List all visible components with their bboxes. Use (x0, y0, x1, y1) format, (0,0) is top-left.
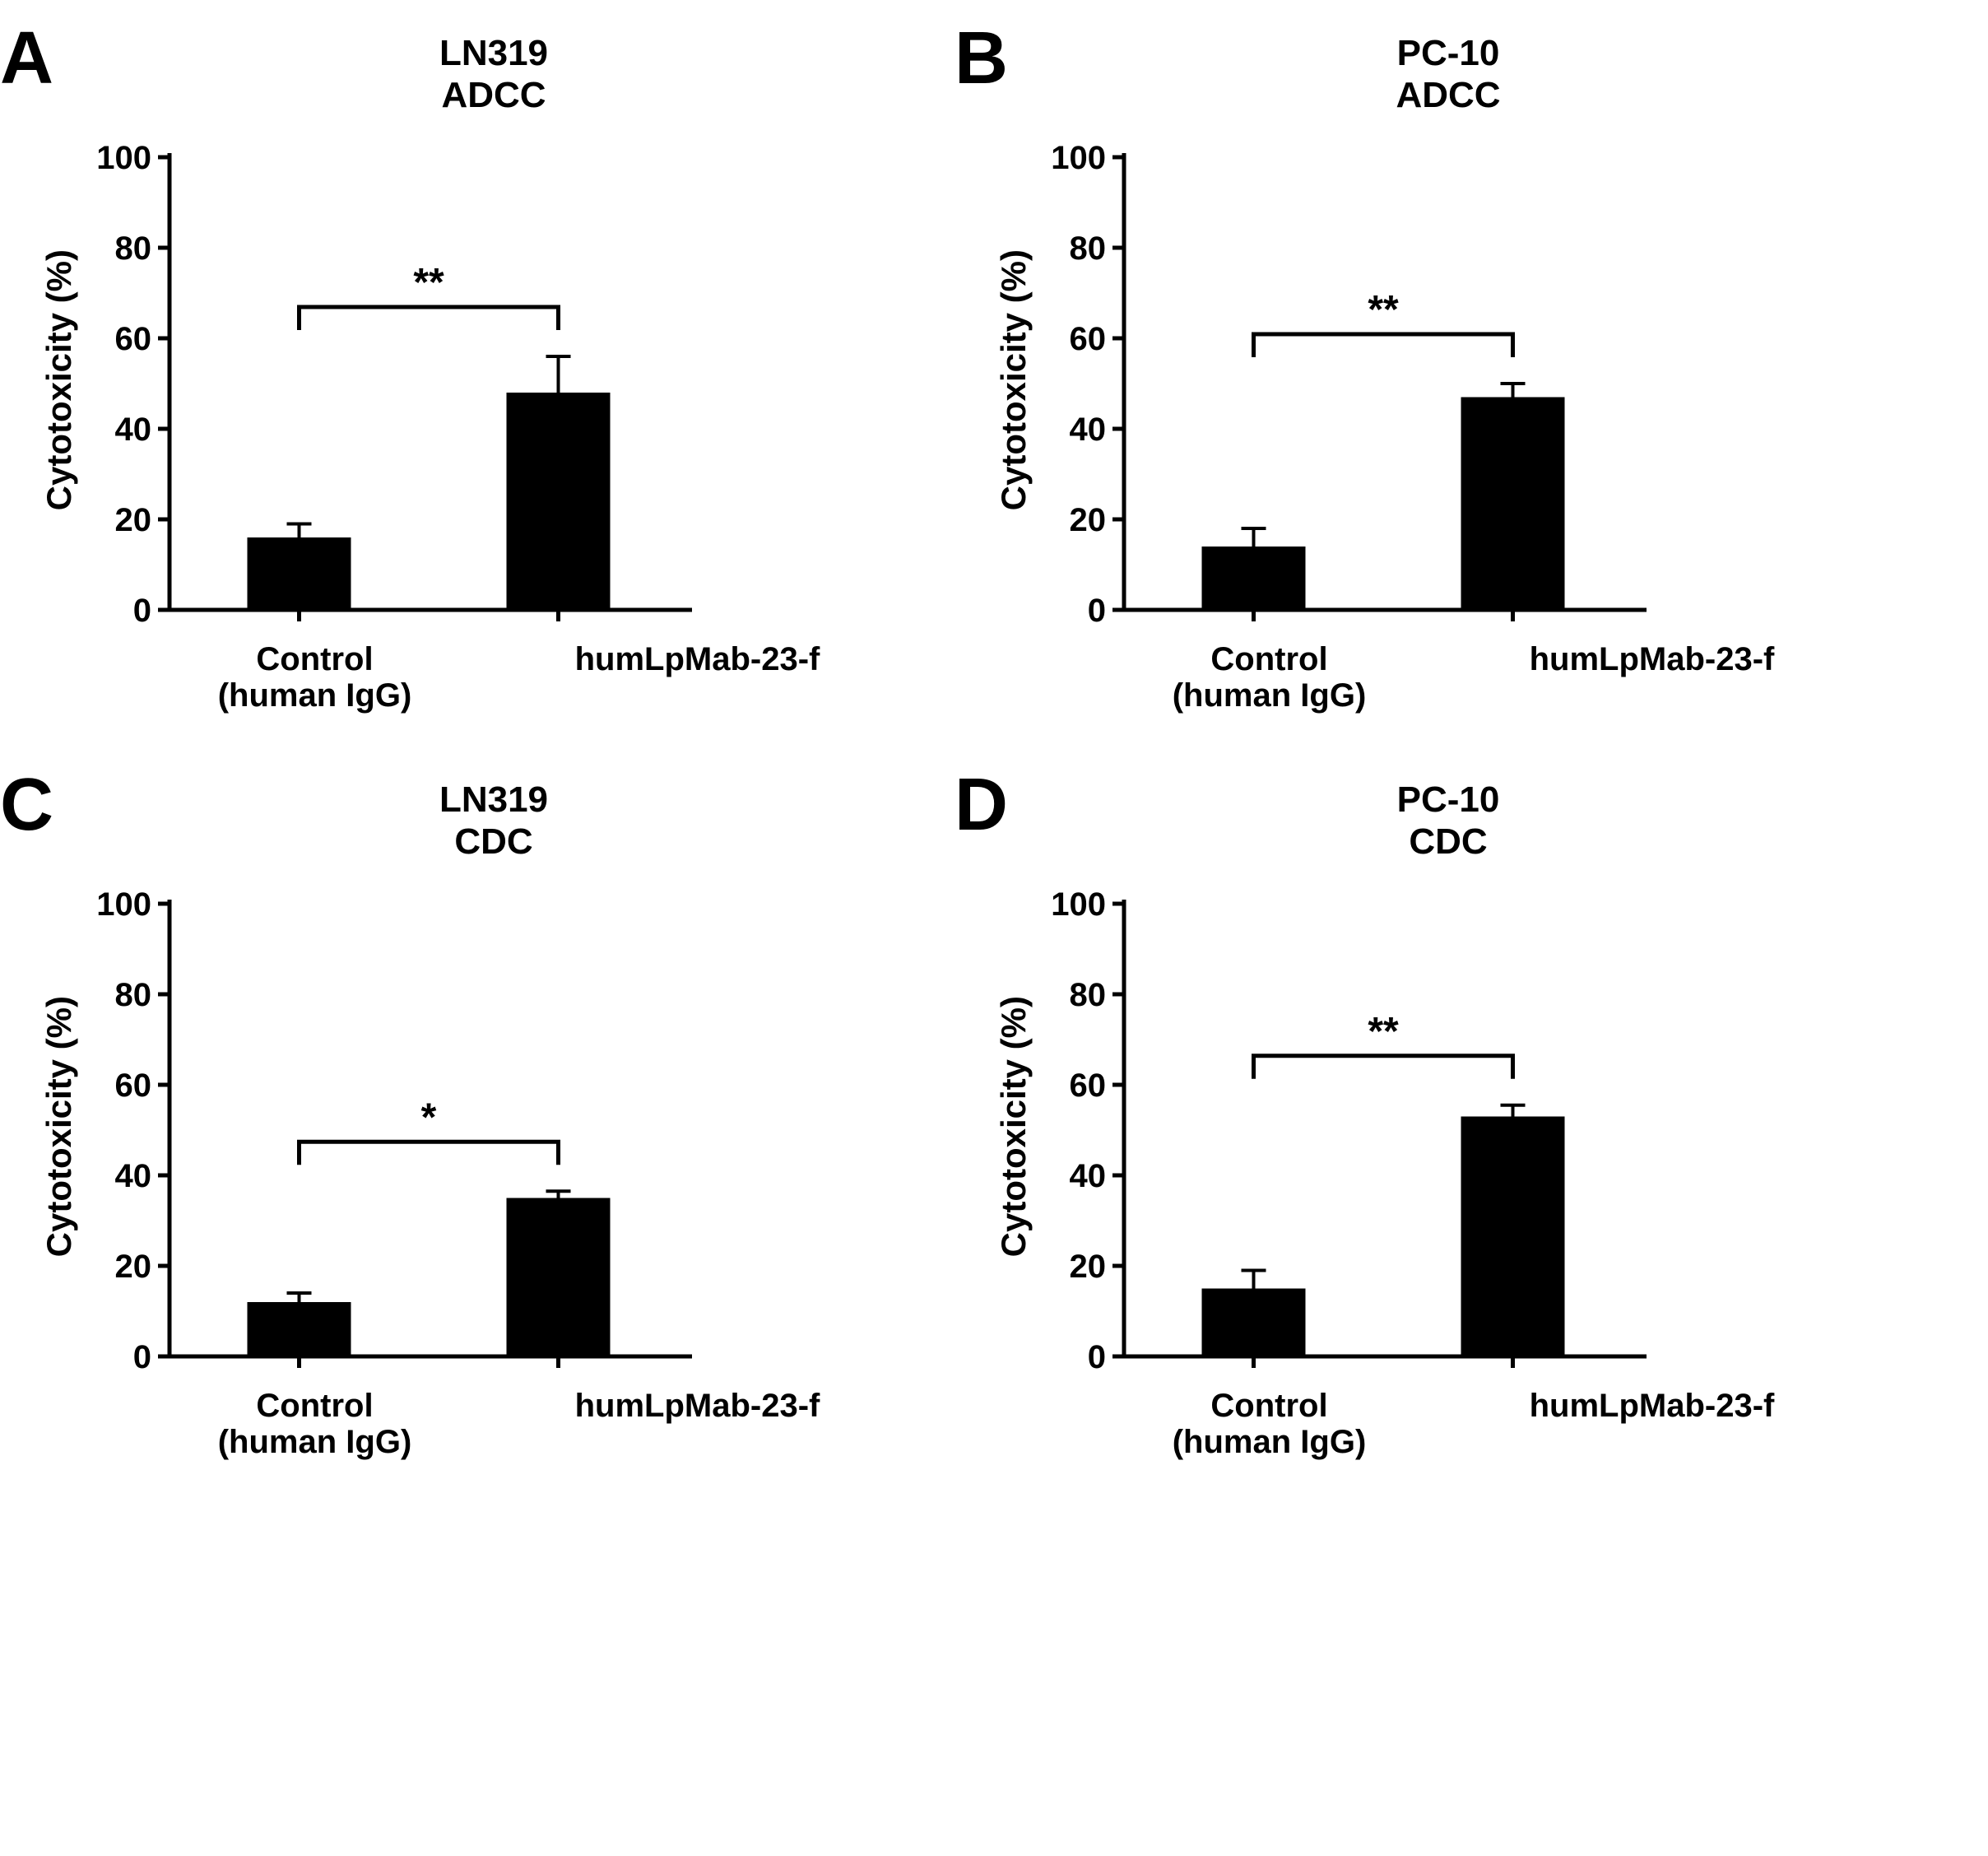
svg-text:**: ** (1368, 288, 1399, 332)
chart-title-line1: PC-10 (1397, 33, 1500, 73)
panel-letter: C (0, 763, 53, 848)
svg-text:40: 40 (115, 412, 152, 448)
svg-text:100: 100 (1051, 140, 1106, 176)
x-label-treatment: humLpMab-23-f (1461, 1388, 1843, 1460)
bar-chart: 0 20 40 60 80 100 ** (1033, 124, 1659, 635)
svg-text:80: 80 (1070, 977, 1107, 1013)
chart-title: PC-10 ADCC (1053, 33, 1843, 116)
x-label-control: Control (human IgG) (123, 1388, 506, 1460)
svg-text:20: 20 (115, 502, 152, 538)
bar-chart: 0 20 40 60 80 100 ** (79, 124, 704, 635)
chart-title-line1: PC-10 (1397, 779, 1500, 820)
x-labels: Control (human IgG) humLpMab-23-f (123, 641, 889, 714)
y-axis-label: Cytotoxicity (%) (987, 249, 1033, 510)
x-label-treatment: humLpMab-23-f (1461, 641, 1843, 714)
chart-title: LN319 CDC (99, 779, 889, 863)
x-label-control: Control (human IgG) (1078, 1388, 1461, 1460)
y-axis-label: Cytotoxicity (%) (987, 996, 1033, 1257)
y-axis-label: Cytotoxicity (%) (33, 249, 79, 510)
chart-wrap: Cytotoxicity (%) 0 20 40 60 80 100 ** (33, 124, 889, 635)
x-label-treatment: humLpMab-23-f (506, 1388, 889, 1460)
svg-text:100: 100 (96, 140, 151, 176)
svg-text:40: 40 (115, 1158, 152, 1194)
x-labels: Control (human IgG) humLpMab-23-f (1078, 1388, 1843, 1460)
svg-text:**: ** (413, 261, 444, 305)
chart-title-line1: LN319 (439, 33, 548, 73)
svg-text:60: 60 (115, 321, 152, 357)
svg-text:60: 60 (1070, 1068, 1107, 1104)
svg-text:100: 100 (1051, 886, 1106, 923)
svg-text:80: 80 (115, 977, 152, 1013)
panel-d: D PC-10 CDC Cytotoxicity (%) 02040608010… (987, 779, 1843, 1460)
bar-chart: 0 20 40 60 80 100 ** (1033, 871, 1659, 1381)
panel-c: C LN319 CDC Cytotoxicity (%) 02040608010… (33, 779, 889, 1460)
chart-title-line2: ADCC (1396, 75, 1500, 115)
svg-text:0: 0 (133, 1339, 151, 1375)
panel-b: B PC-10 ADCC Cytotoxicity (%) 0204060801… (987, 33, 1843, 714)
svg-text:0: 0 (1088, 593, 1106, 629)
svg-text:40: 40 (1070, 1158, 1107, 1194)
chart-title-line1: LN319 (439, 779, 548, 820)
svg-text:60: 60 (1070, 321, 1107, 357)
chart-title: PC-10 CDC (1053, 779, 1843, 863)
svg-text:100: 100 (96, 886, 151, 923)
x-labels: Control (human IgG) humLpMab-23-f (123, 1388, 889, 1460)
svg-text:**: ** (1368, 1010, 1399, 1054)
svg-text:20: 20 (115, 1249, 152, 1285)
x-label-treatment: humLpMab-23-f (506, 641, 889, 714)
svg-text:60: 60 (115, 1068, 152, 1104)
panel-letter: A (0, 16, 53, 101)
panel-letter: D (955, 763, 1008, 848)
svg-text:20: 20 (1070, 502, 1107, 538)
svg-text:80: 80 (1070, 230, 1107, 267)
chart-title-line2: CDC (454, 821, 532, 862)
panel-a: A LN319 ADCC Cytotoxicity (%) 0204060801… (33, 33, 889, 714)
chart-wrap: Cytotoxicity (%) 0 20 40 60 80 100 ** (987, 871, 1843, 1381)
svg-text:*: * (421, 1096, 437, 1140)
svg-text:0: 0 (1088, 1339, 1106, 1375)
y-axis-label: Cytotoxicity (%) (33, 996, 79, 1257)
chart-title-line2: ADCC (441, 75, 546, 115)
svg-text:20: 20 (1070, 1249, 1107, 1285)
x-labels: Control (human IgG) humLpMab-23-f (1078, 641, 1843, 714)
x-label-control: Control (human IgG) (1078, 641, 1461, 714)
figure-grid: A LN319 ADCC Cytotoxicity (%) 0204060801… (33, 33, 1843, 1460)
svg-text:80: 80 (115, 230, 152, 267)
chart-title: LN319 ADCC (99, 33, 889, 116)
bar-chart: 0 20 40 60 80 100 * (79, 871, 704, 1381)
svg-text:0: 0 (133, 593, 151, 629)
svg-text:40: 40 (1070, 412, 1107, 448)
x-label-control: Control (human IgG) (123, 641, 506, 714)
chart-title-line2: CDC (1409, 821, 1487, 862)
panel-letter: B (955, 16, 1008, 101)
chart-wrap: Cytotoxicity (%) 0 20 40 60 80 100 * (33, 871, 889, 1381)
chart-wrap: Cytotoxicity (%) 0 20 40 60 80 100 ** (987, 124, 1843, 635)
